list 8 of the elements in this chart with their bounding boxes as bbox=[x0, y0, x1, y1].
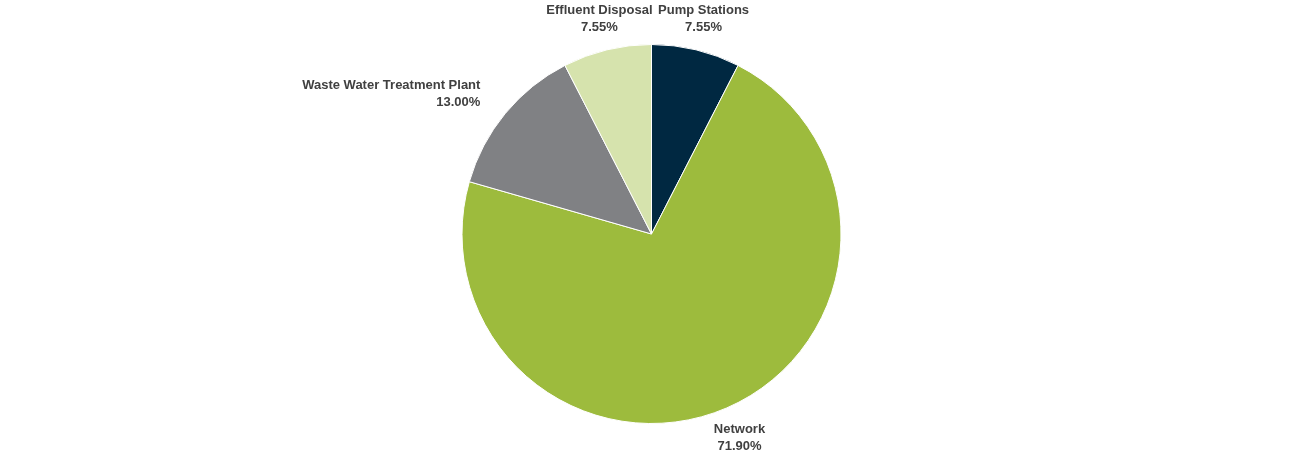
data-label: 71.90% bbox=[717, 437, 762, 453]
data-label: 7.55% bbox=[581, 19, 619, 35]
data-label: 13.00% bbox=[436, 93, 481, 109]
data-label: 7.55% bbox=[685, 19, 723, 35]
slice-label: Effluent Disposal bbox=[546, 2, 653, 18]
slice-label: Waste Water Treatment Plant bbox=[302, 76, 482, 92]
slice-label: Pump Stations bbox=[658, 2, 750, 18]
slice-label: Network bbox=[713, 420, 766, 436]
